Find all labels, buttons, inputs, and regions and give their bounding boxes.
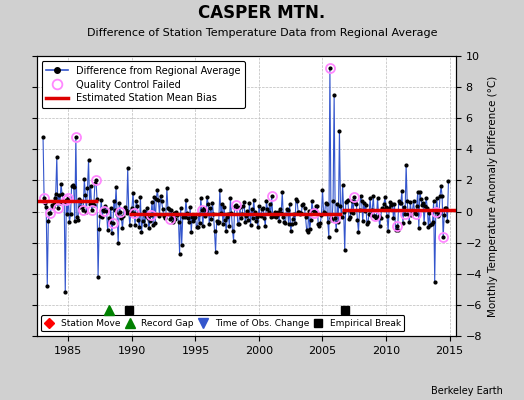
- Y-axis label: Monthly Temperature Anomaly Difference (°C): Monthly Temperature Anomaly Difference (…: [488, 75, 498, 317]
- Legend: Station Move, Record Gap, Time of Obs. Change, Empirical Break: Station Move, Record Gap, Time of Obs. C…: [41, 315, 405, 332]
- Text: Difference of Station Temperature Data from Regional Average: Difference of Station Temperature Data f…: [87, 28, 437, 38]
- Text: CASPER MTN.: CASPER MTN.: [199, 4, 325, 22]
- Text: Berkeley Earth: Berkeley Earth: [431, 386, 503, 396]
